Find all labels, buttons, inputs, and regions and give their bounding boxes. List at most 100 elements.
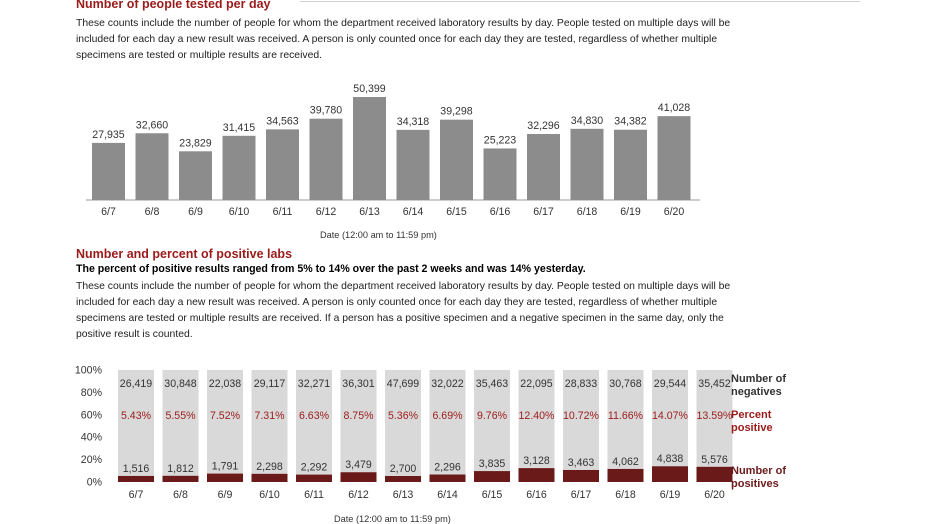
chart1-bar [222,135,256,200]
chart2-y-tick-label: 80% [81,387,103,399]
chart2-positives-label: 2,292 [301,462,328,474]
chart2-percent-label: 9.76% [477,410,508,422]
chart1-x-tick-label: 6/11 [273,206,293,218]
chart1-bar [266,129,299,200]
legend-negatives: Number of negatives [731,373,786,398]
chart2-negatives-label: 29,544 [654,378,687,390]
chart2-x-tick-label: 6/17 [571,489,592,501]
chart2-positives-bar [162,475,199,482]
chart2-percent-label: 5.43% [121,410,152,422]
chart2-negatives-bar [563,370,599,470]
chart1-bar [309,118,343,200]
chart1-value-label: 41,028 [658,102,691,114]
chart1-bar [440,119,473,200]
chart2-positives-bar [340,472,377,482]
chart2-percent-label: 8.75% [343,410,374,422]
chart1-value-label: 34,563 [266,115,299,127]
chart2-x-axis-title: Date (12:00 am to 11:59 pm) [334,514,451,524]
chart1-bar [614,129,647,200]
chart2-negatives-bar [385,370,421,476]
chart2-negatives-label: 32,022 [431,378,464,390]
chart2-negatives-bar [652,370,688,467]
chart1-value-label: 27,935 [92,129,125,141]
chart2-negatives-label: 26,419 [120,378,153,390]
chart2-positives-label: 2,298 [256,461,283,473]
section1-description: These counts include the number of peopl… [76,18,731,61]
chart2-percent-label: 13.59% [697,410,734,422]
chart2-positives-label: 3,463 [568,457,595,469]
chart2-negatives-label: 32,271 [298,378,331,390]
chart1-x-tick-label: 6/12 [316,206,337,218]
chart2-positives-bar [563,469,599,482]
chart1-x-tick-label: 6/16 [490,206,511,218]
chart1-x-tick-label: 6/10 [229,206,250,218]
chart1-x-tick-label: 6/14 [403,206,424,218]
chart2-x-tick-label: 6/12 [348,489,369,501]
chart2-percent-label: 11.66% [608,410,644,422]
chart2-negatives-label: 30,848 [164,378,197,390]
chart1-x-tick-label: 6/8 [145,206,160,218]
chart1-value-label: 32,296 [527,120,560,132]
chart2-positives-bar [607,468,644,482]
chart2-percent-label: 10.72% [563,410,600,422]
chart1-value-label: 39,298 [440,106,473,118]
chart2-positives-bar [696,466,733,482]
chart2-positives-label: 5,576 [701,454,728,466]
chart2-positives-bar [118,475,154,482]
chart1-bar [396,129,430,200]
chart1-value-label: 34,318 [397,116,430,128]
chart1-x-tick-label: 6/7 [101,206,116,218]
top-divider [300,1,860,2]
section1-title: Number of people tested per day [76,0,271,11]
chart2-x-tick-label: 6/14 [437,489,458,501]
chart2-negatives-label: 30,768 [609,378,642,390]
chart1-x-tick-label: 6/19 [620,206,641,218]
chart2-y-tick-label: 40% [81,432,103,444]
chart2-positives-bar [385,475,421,482]
chart2-negatives-bar [296,370,332,475]
chart2-y-tick-label: 100% [75,365,103,377]
chart2-positives-label: 1,791 [212,461,239,473]
chart2-positives-label: 1,812 [167,463,194,475]
chart2-negatives-bar [340,370,377,473]
chart2-positives-bar [518,468,555,482]
chart1-bar [179,151,212,200]
chart2-percent-label: 5.55% [165,410,196,422]
chart2-x-tick-label: 6/16 [526,489,547,501]
chart2-negatives-bar [251,370,288,474]
chart2-x-tick-label: 6/11 [304,489,324,501]
chart1-value-label: 25,223 [484,134,517,146]
chart2-percent-label: 7.52% [210,410,241,422]
chart1-bar [657,116,691,200]
section2-title: Number and percent of positive labs [76,247,293,261]
chart2-positives-label: 4,838 [657,453,684,465]
chart2-negatives-label: 35,463 [476,378,509,390]
chart2-negatives-bar [474,370,510,472]
chart1-x-tick-label: 6/13 [359,206,380,218]
chart1-bar [353,97,386,200]
chart1-value-label: 34,830 [571,115,604,127]
chart2-negatives-bar [429,370,466,475]
chart1-bar [92,142,125,200]
chart2-percent-label: 14.07% [652,410,689,422]
chart1-bar [570,128,604,200]
chart1-bar [527,133,560,200]
chart2-y-tick-label: 20% [81,454,103,466]
chart1-value-label: 32,660 [136,119,169,131]
chart2-negatives-label: 28,833 [565,378,598,390]
chart2-positives-bar [296,474,332,482]
chart2-negatives-label: 29,117 [254,378,286,390]
chart1-x-tick-label: 6/20 [664,206,685,218]
chart2-positives-label: 2,700 [390,463,417,475]
chart1-x-axis-title: Date (12:00 am to 11:59 pm) [320,230,437,240]
chart2-y-tick-label: 0% [87,477,103,489]
chart2-x-tick-label: 6/10 [259,489,280,501]
chart2-positives-label: 3,128 [523,455,550,467]
people-tested-chart: 27,935 6/7 32,660 6/8 23,829 6/9 31,415 6/10 34,… [86,83,700,218]
chart2-x-tick-label: 6/7 [129,489,144,501]
chart2-positives-bar [429,474,466,482]
chart1-value-label: 50,399 [353,83,386,95]
chart2-negatives-bar [162,370,199,476]
chart1-x-tick-label: 6/17 [533,206,554,218]
